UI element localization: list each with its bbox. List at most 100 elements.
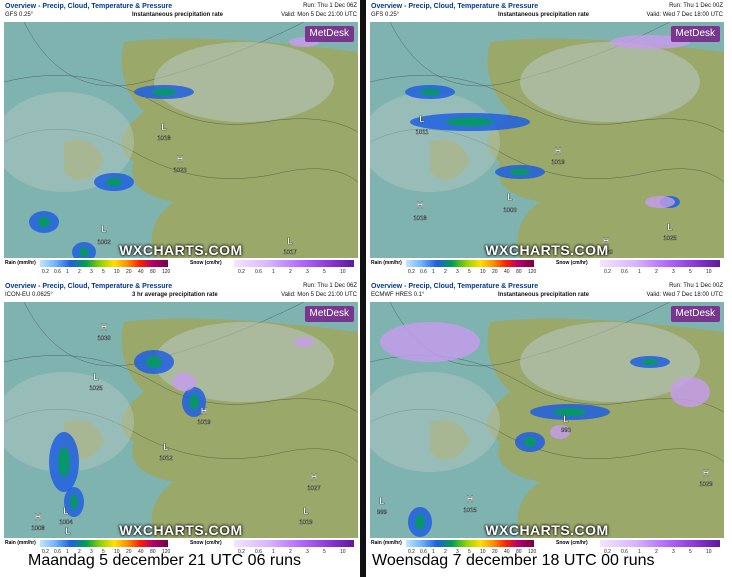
- rain-tick: 0.2: [408, 269, 415, 275]
- watermark: WXCHARTS.COM: [119, 522, 243, 538]
- watermark: WXCHARTS.COM: [485, 522, 609, 538]
- map-area: H1030L1025H1019L1012H1027L1004H1008L1000…: [4, 302, 358, 540]
- rain-core: [415, 514, 425, 530]
- rain-tick: 1: [432, 549, 435, 555]
- product-name: Instantaneous precipitation rate: [498, 292, 590, 298]
- legend-bar: Rain (mm/hr) 0.2 0.6 1 2 3 5 10 20 40 80 120 Snow (c…: [368, 258, 726, 278]
- snow-legend-label: Snow (cm/hr): [556, 260, 588, 266]
- rain-tick: 3: [90, 549, 93, 555]
- snow-tick: 2: [289, 269, 292, 275]
- valid-time: Valid: Wed 7 Dec 18:00 UTC: [646, 12, 723, 18]
- snow-area: [294, 337, 314, 347]
- rain-tick: 120: [528, 549, 537, 555]
- rain-tick: 120: [162, 269, 171, 275]
- rain-core: [79, 247, 89, 257]
- map-area: L 1018 H 1023 L 1002 L 1017: [4, 22, 358, 260]
- model-name: ICON-EU 0.0625°: [5, 292, 53, 298]
- snow-tick: 0.2: [238, 269, 245, 275]
- weather-map: L 993 H 1029 L 999 H 1015: [370, 302, 724, 540]
- legend-bar: Rain (mm/hr) 0.2 0.6 1 2 3 5 10 20 40 80 120 Snow (c…: [2, 258, 360, 278]
- pressure-label: L: [287, 236, 293, 246]
- rain-core: [189, 394, 199, 410]
- rain-tick: 80: [516, 549, 522, 555]
- pressure-label: 1020: [599, 250, 613, 256]
- pressure-label: 1027: [307, 486, 321, 492]
- pressure-label: L: [161, 122, 167, 132]
- rain-core: [152, 88, 176, 96]
- rain-tick: 40: [138, 269, 144, 275]
- rain-tick: 10: [114, 549, 120, 555]
- brand-text: MetDesk: [309, 28, 349, 39]
- rain-tick: 3: [456, 269, 459, 275]
- rain-tick: 80: [516, 269, 522, 275]
- pressure-label: 1018: [157, 136, 171, 142]
- snow-tick: 5: [689, 269, 692, 275]
- rain-tick: 1: [432, 269, 435, 275]
- isobar-line: [370, 408, 724, 463]
- snow-tick: 5: [323, 549, 326, 555]
- panel-title: Overview - Precip, Cloud, Temperature & …: [371, 3, 539, 10]
- rain-tick: 3: [90, 269, 93, 275]
- brand-text: MetDesk: [309, 308, 349, 319]
- rain-legend-label: Rain (mm/hr): [371, 260, 402, 266]
- rain-tick: 0.6: [420, 549, 427, 555]
- pressure-label: 1019: [299, 520, 313, 526]
- pressure-label: 1030: [97, 336, 111, 342]
- watermark: WXCHARTS.COM: [119, 242, 243, 258]
- pressure-label: 1029: [699, 482, 713, 488]
- rain-core: [70, 494, 78, 510]
- rain-core: [106, 177, 122, 187]
- rain-tick: 120: [162, 549, 171, 555]
- metdesk-logo: MetDesk: [304, 306, 354, 322]
- snow-tick: 0.6: [255, 549, 262, 555]
- caption-right: Woensdag 7 december 18 UTC 00 runs: [372, 552, 655, 569]
- pressure-label: H: [467, 494, 474, 504]
- snow-tick: 1: [638, 269, 641, 275]
- rain-tick: 20: [492, 269, 498, 275]
- pressure-label: L: [163, 442, 169, 452]
- snow-tick: 0.6: [255, 269, 262, 275]
- pressure-label: 1025: [663, 236, 677, 242]
- snow-tick: 10: [340, 549, 346, 555]
- snow-tick: 1: [272, 269, 275, 275]
- rain-colorbar: [406, 260, 534, 267]
- cloud-layer: [154, 322, 334, 402]
- pressure-label: L: [507, 192, 513, 202]
- snow-tick: 0.2: [604, 549, 611, 555]
- snow-area: [550, 425, 570, 439]
- cloud-layer: [520, 322, 700, 402]
- run-time: Run: Thu 1 Dec 06Z: [303, 3, 357, 9]
- cloud-layer: [154, 42, 334, 122]
- rain-core: [446, 117, 494, 127]
- map-panel-gfs-mon: Overview - Precip, Cloud, Temperature & …: [2, 2, 360, 278]
- rain-colorbar: [406, 540, 534, 547]
- pressure-label: H: [201, 406, 208, 416]
- pressure-label: 1011: [416, 130, 430, 136]
- pressure-label: 1008: [31, 526, 45, 532]
- cloud-layer: [520, 42, 700, 122]
- rain-core: [554, 408, 586, 416]
- weather-map: H1030L1025H1019L1012H1027L1004H1008L1000…: [4, 302, 358, 540]
- pressure-label: H: [101, 322, 108, 332]
- snow-legend-label: Snow (cm/hr): [190, 260, 222, 266]
- valid-time: Valid: Mon 5 Dec 21:00 UTC: [281, 292, 357, 298]
- brand-text: MetDesk: [675, 28, 715, 39]
- run-time: Run: Thu 1 Dec 06Z: [303, 283, 357, 289]
- snow-tick: 3: [672, 269, 675, 275]
- rain-core: [420, 88, 440, 96]
- rain-tick: 1: [66, 549, 69, 555]
- snow-tick: 10: [706, 269, 712, 275]
- pressure-label: L: [379, 496, 385, 506]
- snow-colorbar: [234, 260, 354, 267]
- snow-colorbar: [600, 540, 720, 547]
- rain-core: [38, 216, 50, 228]
- pressure-label: 1019: [551, 160, 565, 166]
- rain-core: [510, 168, 530, 176]
- snow-legend-label: Snow (cm/hr): [556, 540, 588, 546]
- rain-tick: 2: [78, 549, 81, 555]
- pressure-label: H: [603, 236, 610, 246]
- model-name: ECMWF HRES 0.1°: [371, 292, 425, 298]
- pressure-label: 999: [377, 510, 388, 516]
- snow-tick: 10: [340, 269, 346, 275]
- snow-tick: 0.6: [621, 269, 628, 275]
